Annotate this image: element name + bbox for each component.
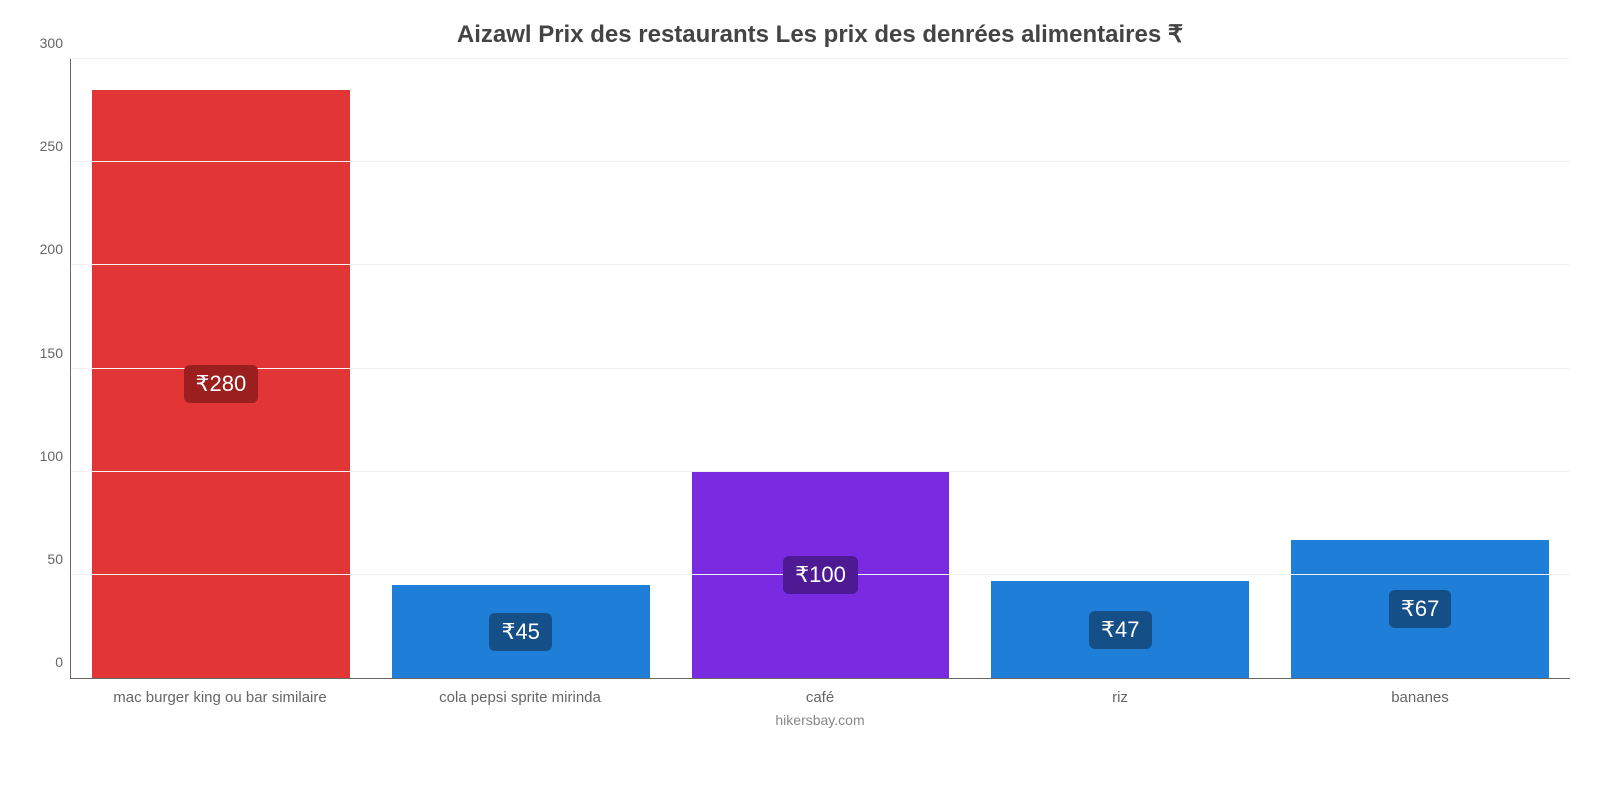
gridline [71,58,1570,59]
bar: ₹47 [991,581,1249,678]
y-tick-label: 300 [40,35,71,51]
bar-slot: ₹45 [371,59,671,678]
gridline [71,368,1570,369]
bar: ₹280 [92,90,350,678]
value-badge: ₹45 [489,613,551,651]
gridline [71,471,1570,472]
value-badge: ₹47 [1089,611,1151,649]
x-tick-label: café [670,679,970,706]
y-tick-label: 50 [47,551,71,567]
x-tick-label: mac burger king ou bar similaire [70,679,370,706]
gridline [71,161,1570,162]
bar-slot: ₹67 [1270,59,1570,678]
x-tick-label: riz [970,679,1270,706]
bar: ₹67 [1291,540,1549,678]
value-badge: ₹280 [184,365,259,403]
y-tick-label: 0 [55,654,71,670]
bar-slot: ₹47 [970,59,1270,678]
chart-container: Aizawl Prix des restaurants Les prix des… [0,0,1600,800]
chart-footer: hikersbay.com [70,712,1570,728]
x-tick-label: bananes [1270,679,1570,706]
x-tick-label: cola pepsi sprite mirinda [370,679,670,706]
gridline [71,264,1570,265]
bar-slot: ₹100 [671,59,971,678]
y-tick-label: 100 [40,448,71,464]
chart-title: Aizawl Prix des restaurants Les prix des… [70,20,1570,49]
bar: ₹45 [392,585,650,678]
value-badge: ₹67 [1389,590,1451,628]
bar-slot: ₹280 [71,59,371,678]
x-axis: mac burger king ou bar similairecola pep… [70,679,1570,706]
y-tick-label: 200 [40,241,71,257]
value-badge: ₹100 [783,556,858,594]
bars-row: ₹280 ₹45 ₹100 ₹47 ₹67 [71,59,1570,678]
y-tick-label: 150 [40,345,71,361]
plot-area: ₹280₹45₹100₹47₹67 050100150200250300 [70,59,1570,679]
y-tick-label: 250 [40,138,71,154]
